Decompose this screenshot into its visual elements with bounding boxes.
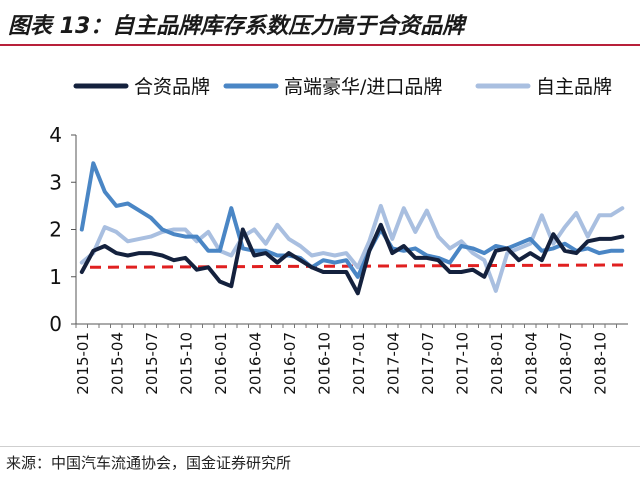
x-tick-label: 2017-07	[419, 332, 437, 395]
y-axis: 0 1 2 3 4	[49, 123, 77, 336]
x-tick-label: 2015-01	[74, 332, 92, 395]
title-rule	[0, 44, 640, 46]
legend-label-2: 高端豪华/进口品牌	[284, 76, 442, 98]
x-tick-label: 2016-01	[212, 332, 230, 395]
source-divider	[0, 446, 640, 447]
y-tick-label: 4	[49, 123, 62, 147]
x-tick-label: 2018-10	[591, 332, 609, 395]
x-tick-label: 2017-10	[453, 332, 471, 395]
legend-label-1: 合资品牌	[134, 76, 210, 98]
series-line-1	[79, 222, 625, 296]
x-tick-label: 2015-07	[143, 332, 161, 395]
legend-label-3: 自主品牌	[536, 76, 612, 98]
x-tick-label: 2015-04	[108, 332, 126, 395]
x-tick-label: 2016-10	[315, 332, 333, 395]
x-tick-label: 2018-04	[522, 332, 540, 395]
x-tick-label: 2015-10	[177, 332, 195, 395]
series-line-2	[79, 161, 625, 279]
x-tick-label: 2018-01	[488, 332, 506, 395]
y-tick-label: 1	[49, 265, 62, 289]
x-axis: 2015-01 2015-04 2015-07 2015-10 2016-01 2016-…	[74, 323, 628, 395]
series-layer	[79, 161, 625, 296]
legend: 合资品牌 高端豪华/进口品牌 自主品牌	[73, 76, 612, 98]
y-tick-label: 3	[49, 170, 62, 194]
page-title: 图表 13：自主品牌库存系数压力高于合资品牌	[8, 14, 465, 39]
title-bar: 图表 13：自主品牌库存系数压力高于合资品牌	[0, 0, 640, 44]
x-tick-label: 2016-04	[246, 332, 264, 395]
y-tick-label: 2	[49, 218, 62, 242]
x-tick-label: 2017-04	[384, 332, 402, 395]
x-tick-label: 2018-07	[557, 332, 575, 395]
x-tick-label: 2016-07	[281, 332, 299, 395]
x-tick-label: 2017-01	[350, 332, 368, 395]
source-note: 来源：中国汽车流通协会，国金证券研究所	[6, 454, 292, 472]
y-tick-label: 0	[49, 312, 62, 336]
